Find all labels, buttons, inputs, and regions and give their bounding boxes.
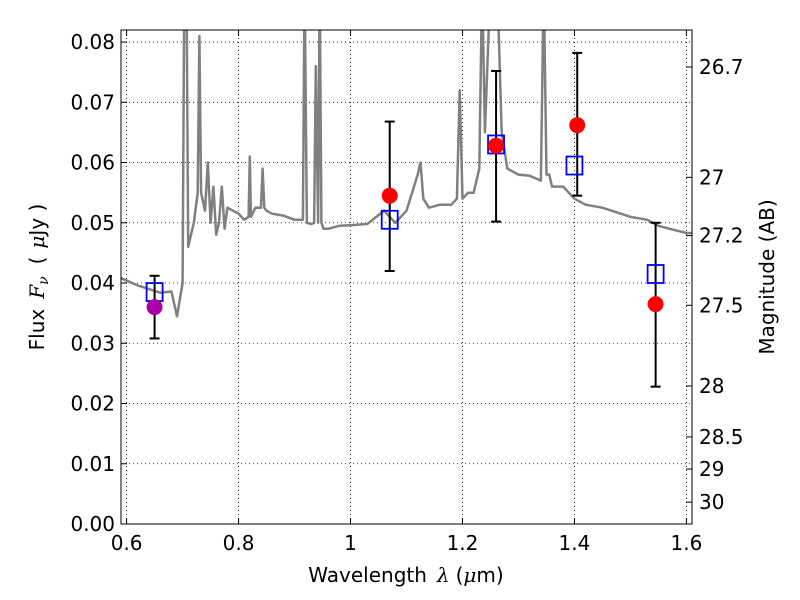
y2-tick-label: 29 bbox=[699, 457, 724, 481]
model-spectrum bbox=[121, 30, 692, 318]
x-axis-unit-rest: m) bbox=[476, 563, 503, 587]
x-tick-label: 0.8 bbox=[223, 531, 255, 555]
x-tick-label: 1.4 bbox=[559, 531, 591, 555]
y-axis-unit-mu: μ bbox=[25, 236, 49, 249]
x-axis-title: Wavelength λ (μm) bbox=[308, 563, 503, 587]
x-tick-label: 1.2 bbox=[447, 531, 479, 555]
x-axis-unit-open: ( bbox=[456, 563, 464, 587]
model-square bbox=[646, 264, 665, 284]
y2-tick-label: 30 bbox=[699, 490, 724, 514]
y-axis: 0.00 0.01 0.02 0.03 0.04 0.05 0.06 0.07 0.08 bbox=[70, 30, 127, 536]
observed-point bbox=[488, 137, 505, 154]
observed-point bbox=[569, 117, 586, 134]
plot-background bbox=[121, 30, 692, 524]
y-tick-label: 0.08 bbox=[70, 30, 115, 54]
y-tick-label: 0.01 bbox=[70, 452, 115, 476]
x-axis-unit-mu: μ bbox=[463, 563, 476, 587]
y-tick-label: 0.06 bbox=[70, 151, 115, 175]
y-tick-label: 0.02 bbox=[70, 392, 115, 416]
x-axis-title-text: Wavelength bbox=[308, 563, 427, 587]
y-tick-label: 0.04 bbox=[70, 271, 115, 295]
x-axis-symbol: λ bbox=[436, 563, 450, 587]
y-axis-unit-open: ( bbox=[25, 257, 49, 265]
spectrum-line bbox=[121, 30, 692, 318]
y2-tick-label: 28 bbox=[699, 374, 724, 398]
y-tick-label: 0.00 bbox=[70, 512, 115, 536]
y-axis-unit-rest: Jy ) bbox=[25, 204, 49, 238]
y2-tick-label: 26.7 bbox=[699, 55, 744, 79]
y-axis-subscript: ν bbox=[36, 276, 52, 285]
model-square bbox=[380, 209, 399, 230]
observed-point-special bbox=[146, 299, 163, 316]
y2-tick-label: 28.5 bbox=[699, 425, 744, 449]
model-points bbox=[145, 134, 665, 302]
y-axis-title-text: Flux bbox=[25, 309, 49, 351]
x-axis: 0.6 0.8 1 1.2 1.4 1.6 bbox=[111, 30, 702, 555]
observed-point bbox=[381, 187, 398, 204]
y-tick-label: 0.05 bbox=[70, 211, 115, 235]
y-axis-title: Flux Fν ( μJy ) bbox=[25, 204, 52, 351]
y2-axis: 26.7 27 27.2 27.5 28 28.5 29 30 bbox=[686, 55, 744, 514]
y2-tick-label: 27.2 bbox=[699, 224, 744, 248]
observed-points bbox=[146, 117, 664, 316]
y2-tick-label: 27.5 bbox=[699, 293, 744, 317]
plot-frame bbox=[120, 29, 693, 525]
x-tick-label: 1.6 bbox=[670, 531, 702, 555]
observed-point bbox=[647, 296, 664, 313]
model-square bbox=[565, 155, 584, 176]
y2-axis-title: Magnitude (AB) bbox=[755, 199, 779, 354]
y-tick-label: 0.07 bbox=[70, 90, 115, 114]
y2-tick-label: 27 bbox=[699, 165, 724, 189]
y-tick-label: 0.03 bbox=[70, 331, 115, 355]
x-tick-label: 0.6 bbox=[111, 531, 143, 555]
x-tick-label: 1 bbox=[344, 531, 357, 555]
y-axis-symbol: F bbox=[25, 284, 49, 300]
